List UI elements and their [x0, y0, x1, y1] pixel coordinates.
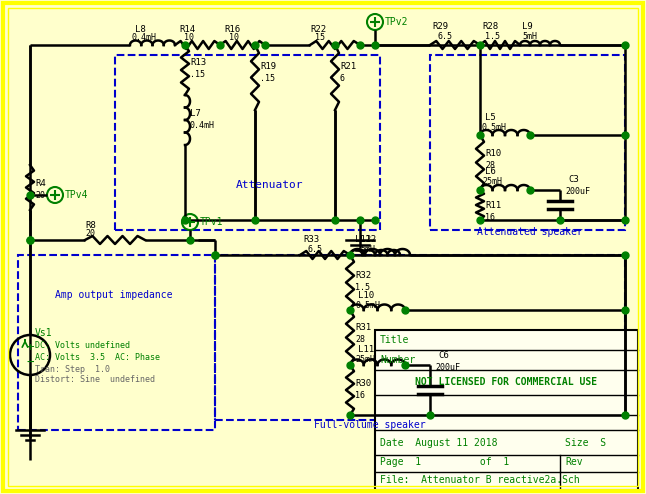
Bar — [215, 255, 625, 420]
Text: File:  Attenuator B reactive2a.Sch: File: Attenuator B reactive2a.Sch — [380, 475, 579, 485]
Text: Rev: Rev — [565, 457, 583, 467]
Text: 16: 16 — [485, 212, 495, 221]
Text: Page  1          of  1: Page 1 of 1 — [380, 457, 509, 467]
Text: 200uF: 200uF — [565, 188, 590, 197]
Text: R13: R13 — [190, 58, 206, 68]
Text: 0.5mH: 0.5mH — [355, 300, 380, 310]
Text: R21: R21 — [340, 63, 356, 72]
Text: 0.4mH: 0.4mH — [131, 34, 156, 42]
Text: R31: R31 — [355, 324, 371, 332]
Text: 20: 20 — [35, 191, 45, 200]
Text: AC: Volts  3.5  AC: Phase: AC: Volts 3.5 AC: Phase — [35, 354, 160, 363]
Text: R16: R16 — [224, 26, 240, 35]
Text: TPv4: TPv4 — [65, 190, 89, 200]
Text: R29: R29 — [432, 23, 448, 32]
Text: 0.5mH: 0.5mH — [482, 123, 507, 131]
Text: Title: Title — [380, 335, 410, 345]
Text: 10: 10 — [184, 34, 194, 42]
Text: 20: 20 — [85, 230, 95, 239]
Text: TPv2: TPv2 — [385, 17, 408, 27]
Text: TPv1: TPv1 — [200, 217, 224, 227]
Text: Distort: Sine  undefined: Distort: Sine undefined — [35, 375, 155, 384]
Text: L11: L11 — [358, 345, 374, 355]
Text: 6: 6 — [340, 75, 345, 83]
Text: L7: L7 — [190, 109, 201, 118]
Text: 1.5: 1.5 — [485, 33, 500, 41]
Text: R30: R30 — [355, 378, 371, 387]
Text: R32: R32 — [355, 271, 371, 280]
Text: 28: 28 — [485, 161, 495, 169]
Text: C6: C6 — [438, 351, 449, 360]
Text: 0.4mH: 0.4mH — [190, 121, 215, 129]
Bar — [18, 255, 215, 430]
Text: C3: C3 — [568, 175, 579, 184]
Bar — [430, 55, 625, 230]
Text: R11: R11 — [485, 201, 501, 209]
Bar — [375, 330, 638, 490]
Text: R10: R10 — [485, 149, 501, 158]
Text: 200uF: 200uF — [435, 363, 460, 371]
Text: 15: 15 — [315, 34, 325, 42]
Text: R22: R22 — [310, 26, 326, 35]
Text: .15: .15 — [190, 71, 205, 80]
Text: L8: L8 — [135, 26, 146, 35]
Text: NOT LICENSED FOR COMMERCIAL USE: NOT LICENSED FOR COMMERCIAL USE — [415, 377, 597, 387]
Text: Date  August 11 2018: Date August 11 2018 — [380, 438, 497, 448]
Text: 28: 28 — [355, 335, 365, 344]
Text: .15: .15 — [260, 75, 275, 83]
Text: R19: R19 — [260, 63, 276, 72]
Text: Amp output impedance: Amp output impedance — [55, 290, 172, 300]
Text: L5: L5 — [485, 113, 495, 122]
Text: 6.5: 6.5 — [438, 33, 453, 41]
Bar — [115, 55, 380, 230]
Text: 5mH: 5mH — [522, 33, 537, 41]
Text: R14: R14 — [179, 26, 195, 35]
Text: L9: L9 — [522, 23, 533, 32]
Text: R28: R28 — [482, 23, 498, 32]
Text: Full-volume speaker: Full-volume speaker — [314, 420, 426, 430]
Text: −: − — [26, 356, 34, 369]
Text: 5mH: 5mH — [360, 246, 375, 254]
Text: 1.5: 1.5 — [355, 283, 370, 291]
Text: 16: 16 — [355, 390, 365, 400]
Text: Size  S: Size S — [565, 438, 606, 448]
Text: DC: Volts undefined: DC: Volts undefined — [35, 340, 130, 349]
Text: L10: L10 — [358, 290, 374, 299]
Text: L12: L12 — [355, 236, 371, 245]
Text: 25mH: 25mH — [355, 356, 375, 365]
Text: L12: L12 — [360, 236, 376, 245]
Text: Attenuated speaker: Attenuated speaker — [477, 227, 583, 237]
Text: R8: R8 — [85, 220, 96, 230]
Text: Attenuator: Attenuator — [236, 180, 304, 190]
Text: 25mH: 25mH — [482, 177, 502, 187]
Text: 10: 10 — [229, 34, 239, 42]
Text: 6.5: 6.5 — [308, 246, 323, 254]
Text: L6: L6 — [485, 167, 495, 176]
Text: +: + — [26, 341, 34, 355]
Text: Tran: Step  1.0: Tran: Step 1.0 — [35, 365, 110, 373]
Text: Vs1: Vs1 — [35, 328, 52, 338]
Text: Number: Number — [380, 355, 415, 365]
Text: R33: R33 — [303, 236, 319, 245]
Text: R4: R4 — [35, 178, 46, 188]
